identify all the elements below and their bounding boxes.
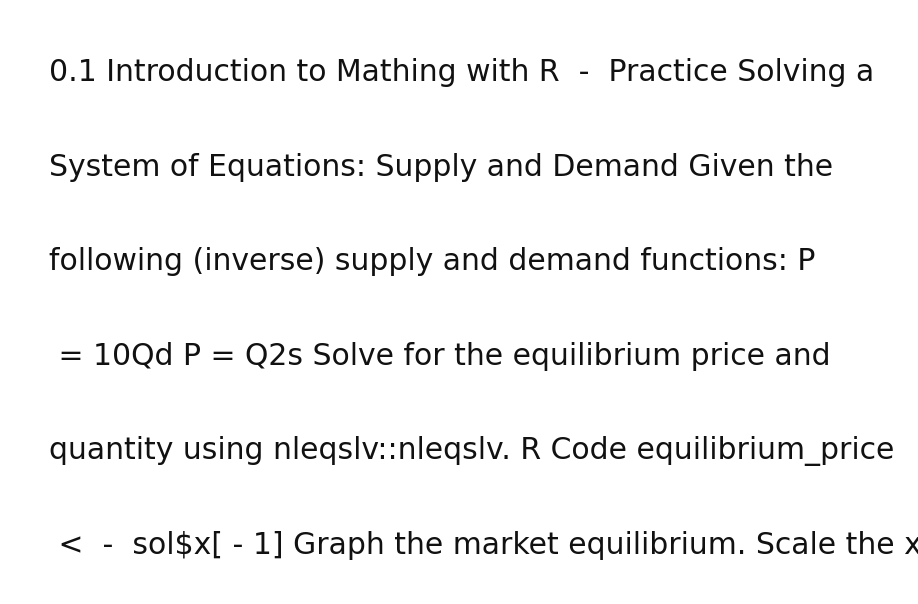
Text: quantity using nleqslv::nleqslv. R Code equilibrium_price: quantity using nleqslv::nleqslv. R Code … xyxy=(49,436,894,466)
Text: = 10Qd P = Q2s Solve for the equilibrium price and: = 10Qd P = Q2s Solve for the equilibrium… xyxy=(49,342,830,371)
Text: 0.1 Introduction to Mathing with R  -  Practice Solving a: 0.1 Introduction to Mathing with R - Pra… xyxy=(49,59,874,88)
Text: System of Equations: Supply and Demand Given the: System of Equations: Supply and Demand G… xyxy=(49,153,833,182)
Text: following (inverse) supply and demand functions: P: following (inverse) supply and demand fu… xyxy=(49,247,815,276)
Text: <  -  sol$x[ - 1] Graph the market equilibrium. Scale the x: < - sol$x[ - 1] Graph the market equilib… xyxy=(49,530,918,559)
